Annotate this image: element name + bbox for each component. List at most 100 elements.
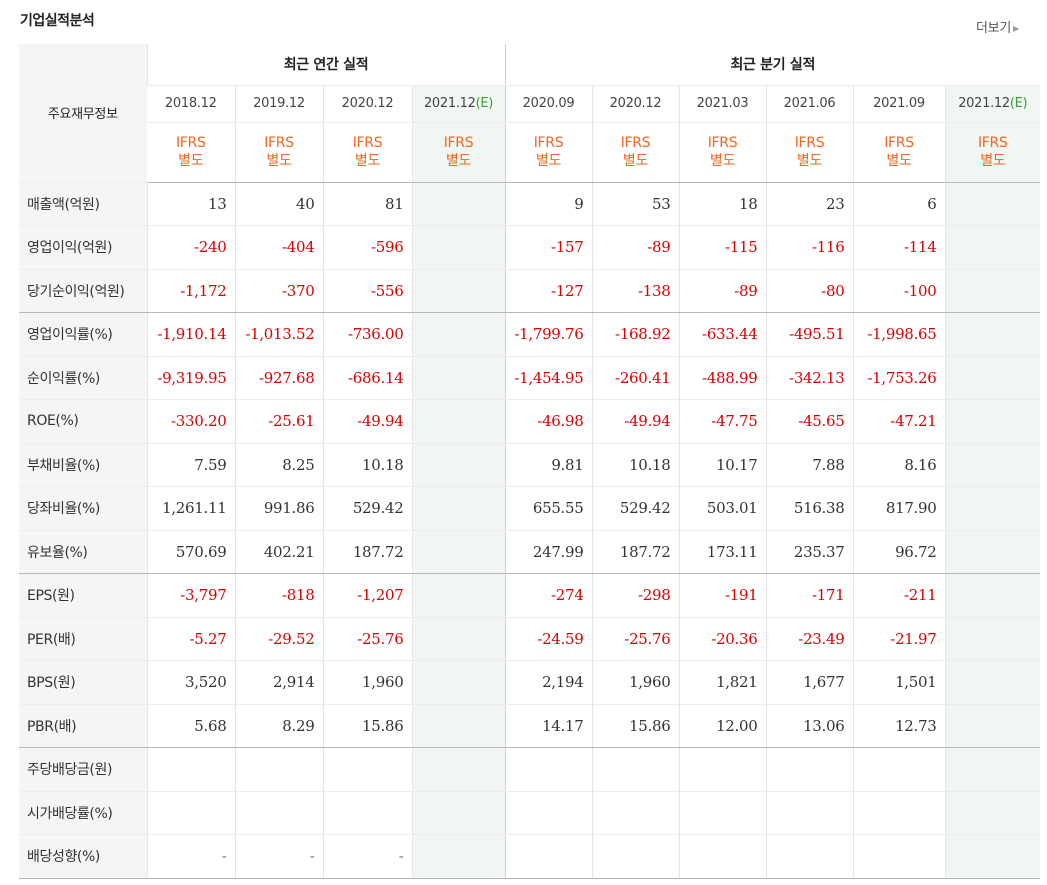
value-cell: 6 bbox=[852, 182, 946, 226]
value-cell bbox=[944, 225, 1041, 270]
ifrs-header: IFRS 별도 bbox=[411, 122, 506, 183]
value-cell bbox=[852, 747, 946, 792]
value-cell: -274 bbox=[504, 573, 593, 618]
value-cell bbox=[411, 617, 506, 661]
value-cell: -596 bbox=[322, 225, 412, 270]
date-header: 2020.09 bbox=[504, 85, 593, 123]
value-cell: 13 bbox=[146, 182, 235, 226]
value-cell: 402.21 bbox=[234, 530, 323, 574]
ifrs-label: IFRS bbox=[352, 135, 383, 151]
value-cell: -191 bbox=[678, 573, 767, 618]
value-cell: -342.13 bbox=[765, 356, 854, 400]
value-cell: 53 bbox=[591, 182, 680, 226]
more-link[interactable]: 더보기 ▶ bbox=[976, 17, 1019, 36]
value-cell: -1,172 bbox=[146, 269, 235, 313]
ifrs-header: IFRS 별도 bbox=[147, 122, 235, 183]
value-cell: 7.88 bbox=[765, 443, 854, 487]
value-cell: -45.65 bbox=[765, 399, 854, 444]
value-cell bbox=[322, 791, 412, 835]
value-cell: -47.75 bbox=[678, 399, 767, 444]
value-cell bbox=[234, 791, 323, 835]
value-cell: - bbox=[234, 834, 323, 879]
value-cell: 529.42 bbox=[322, 486, 412, 531]
row-label: ROE(%) bbox=[19, 399, 147, 444]
value-cell bbox=[591, 791, 680, 835]
value-cell: -211 bbox=[852, 573, 946, 618]
value-cell bbox=[765, 747, 854, 792]
ifrs-label: IFRS bbox=[620, 135, 651, 151]
estimate-marker: (E) bbox=[1009, 96, 1028, 111]
value-cell: 12.00 bbox=[678, 704, 767, 748]
table-row: ROE(%) -330.20 -25.61 -49.94 -46.98 -49.94 -47… bbox=[19, 399, 1041, 444]
value-cell bbox=[944, 486, 1041, 531]
value-cell: -556 bbox=[322, 269, 412, 313]
value-cell: 23 bbox=[765, 182, 854, 226]
separate-label: 별도 bbox=[980, 153, 1006, 169]
ifrs-label: IFRS bbox=[884, 135, 914, 151]
table-row: BPS(원) 3,520 2,914 1,960 2,194 1,960 1,821 1,67… bbox=[19, 660, 1041, 705]
table-row: 주당배당금(원) bbox=[19, 747, 1041, 792]
row-label: 배당성향(%) bbox=[19, 834, 147, 879]
value-cell: 8.29 bbox=[234, 704, 323, 748]
value-cell: 9 bbox=[504, 182, 593, 226]
value-cell: 991.86 bbox=[234, 486, 323, 531]
value-cell: 15.86 bbox=[591, 704, 680, 748]
date-label: 2021.12 bbox=[958, 96, 1010, 111]
value-cell: -3,797 bbox=[146, 573, 235, 618]
value-cell: -1,013.52 bbox=[234, 312, 323, 357]
value-cell: 13.06 bbox=[765, 704, 854, 748]
value-cell bbox=[322, 747, 412, 792]
value-cell: -25.76 bbox=[322, 617, 412, 661]
ifrs-header: IFRS 별도 bbox=[678, 122, 767, 183]
value-cell: -114 bbox=[852, 225, 946, 270]
value-cell: 570.69 bbox=[146, 530, 235, 574]
ifrs-header: IFRS 별도 bbox=[322, 122, 412, 183]
value-cell bbox=[765, 834, 854, 879]
value-cell: 1,821 bbox=[678, 660, 767, 705]
table-row: 당기순이익(억원) -1,172 -370 -556 -127 -138 -89 -80 -10… bbox=[19, 269, 1041, 313]
row-label: 당좌비율(%) bbox=[19, 486, 147, 531]
value-cell: 1,501 bbox=[852, 660, 946, 705]
separate-label: 별도 bbox=[709, 153, 736, 169]
value-cell: -298 bbox=[591, 573, 680, 618]
value-cell: -240 bbox=[146, 225, 235, 270]
value-cell: 96.72 bbox=[852, 530, 946, 574]
value-cell: -138 bbox=[591, 269, 680, 313]
separate-label: 별도 bbox=[796, 153, 823, 169]
value-cell: -21.97 bbox=[852, 617, 946, 661]
value-cell bbox=[411, 312, 506, 357]
value-cell bbox=[678, 791, 767, 835]
value-cell: 10.18 bbox=[591, 443, 680, 487]
value-cell bbox=[411, 443, 506, 487]
value-cell bbox=[944, 573, 1041, 618]
value-cell: -495.51 bbox=[765, 312, 854, 357]
value-cell: -115 bbox=[678, 225, 767, 270]
date-label: 2021.09 bbox=[873, 96, 925, 111]
value-cell: 10.17 bbox=[678, 443, 767, 487]
value-cell bbox=[591, 747, 680, 792]
value-cell bbox=[678, 747, 767, 792]
value-cell bbox=[944, 704, 1041, 748]
value-cell: 8.16 bbox=[852, 443, 946, 487]
value-cell: 187.72 bbox=[322, 530, 412, 574]
value-cell bbox=[411, 269, 506, 313]
value-cell bbox=[411, 399, 506, 444]
value-cell bbox=[944, 443, 1041, 487]
value-cell bbox=[504, 834, 593, 879]
value-cell bbox=[678, 834, 767, 879]
value-cell bbox=[591, 834, 680, 879]
value-cell bbox=[944, 269, 1041, 313]
value-cell: -116 bbox=[765, 225, 854, 270]
value-cell bbox=[411, 182, 506, 226]
ifrs-label: IFRS bbox=[707, 135, 738, 151]
ifrs-header: IFRS 별도 bbox=[944, 122, 1041, 183]
date-header: 2021.09 bbox=[852, 85, 946, 123]
value-cell: -47.21 bbox=[852, 399, 946, 444]
date-header: 2020.12 bbox=[591, 85, 680, 123]
date-label: 2019.12 bbox=[253, 96, 305, 111]
ifrs-label: IFRS bbox=[977, 135, 1008, 151]
value-cell: -1,753.26 bbox=[852, 356, 946, 400]
value-cell: 187.72 bbox=[591, 530, 680, 574]
value-cell: 235.37 bbox=[765, 530, 854, 574]
table-row: 순이익률(%) -9,319.95 -927.68 -686.14 -1,454.95-… bbox=[19, 356, 1041, 400]
